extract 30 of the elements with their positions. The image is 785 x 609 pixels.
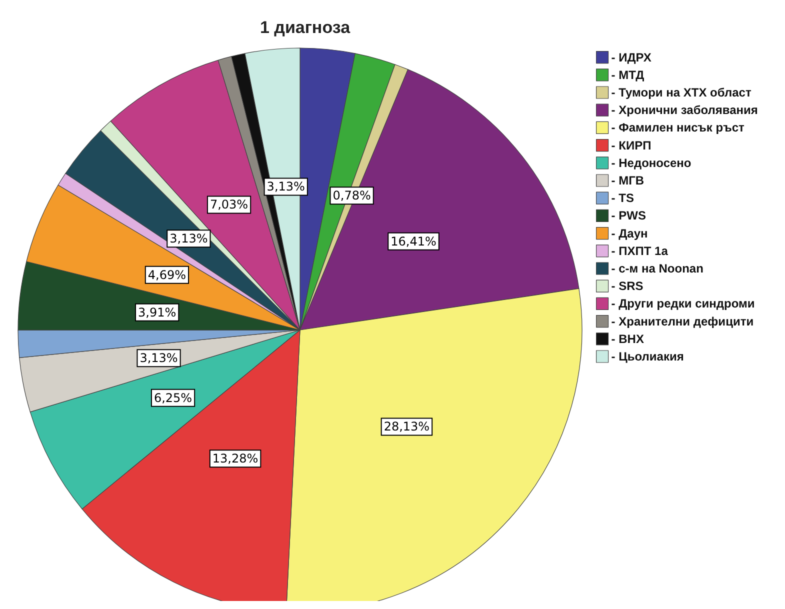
- data-label: 0,78%: [332, 188, 371, 203]
- data-label: 3,13%: [266, 180, 305, 194]
- legend-label: - МГВ: [611, 174, 644, 188]
- legend-label: - TS: [611, 191, 634, 206]
- legend-label: - КИРП: [611, 138, 652, 152]
- data-label: 6,25%: [154, 390, 192, 405]
- legend-label: - Даун: [611, 226, 648, 240]
- data-label: 28,13%: [384, 420, 430, 434]
- legend-label: - ПХПТ 1а: [611, 244, 668, 258]
- legend-label: - МТД: [611, 68, 645, 82]
- legend-label: - ИДРХ: [611, 50, 652, 64]
- data-label: 3,91%: [138, 305, 176, 320]
- legend-label: - ВНХ: [611, 332, 644, 346]
- legend-label: - Други редки синдроми: [611, 296, 755, 311]
- legend-label: - с-м на Noonan: [611, 262, 704, 276]
- legend-label: - Хранителни дефицити: [611, 314, 754, 328]
- legend-label: - SRS: [611, 279, 644, 294]
- legend-label: - Цьолиакия: [611, 350, 684, 364]
- data-label: 13,28%: [212, 452, 258, 466]
- legend-label: - PWS: [611, 208, 646, 223]
- legend-label: - Хронични заболявания: [611, 103, 758, 118]
- chart-title: 1 диагноза: [260, 18, 351, 37]
- legend-label: - Фамилен нисък ръст: [611, 120, 744, 135]
- data-label: 3,13%: [170, 232, 208, 246]
- data-label: 4,69%: [148, 268, 186, 282]
- data-label: 7,03%: [210, 198, 248, 212]
- data-label: 16,41%: [390, 234, 436, 248]
- legend-label: - Недоносено: [611, 156, 692, 170]
- legend-label: - Тумори на ХТХ област: [611, 86, 752, 100]
- data-label: 3,13%: [140, 351, 178, 366]
